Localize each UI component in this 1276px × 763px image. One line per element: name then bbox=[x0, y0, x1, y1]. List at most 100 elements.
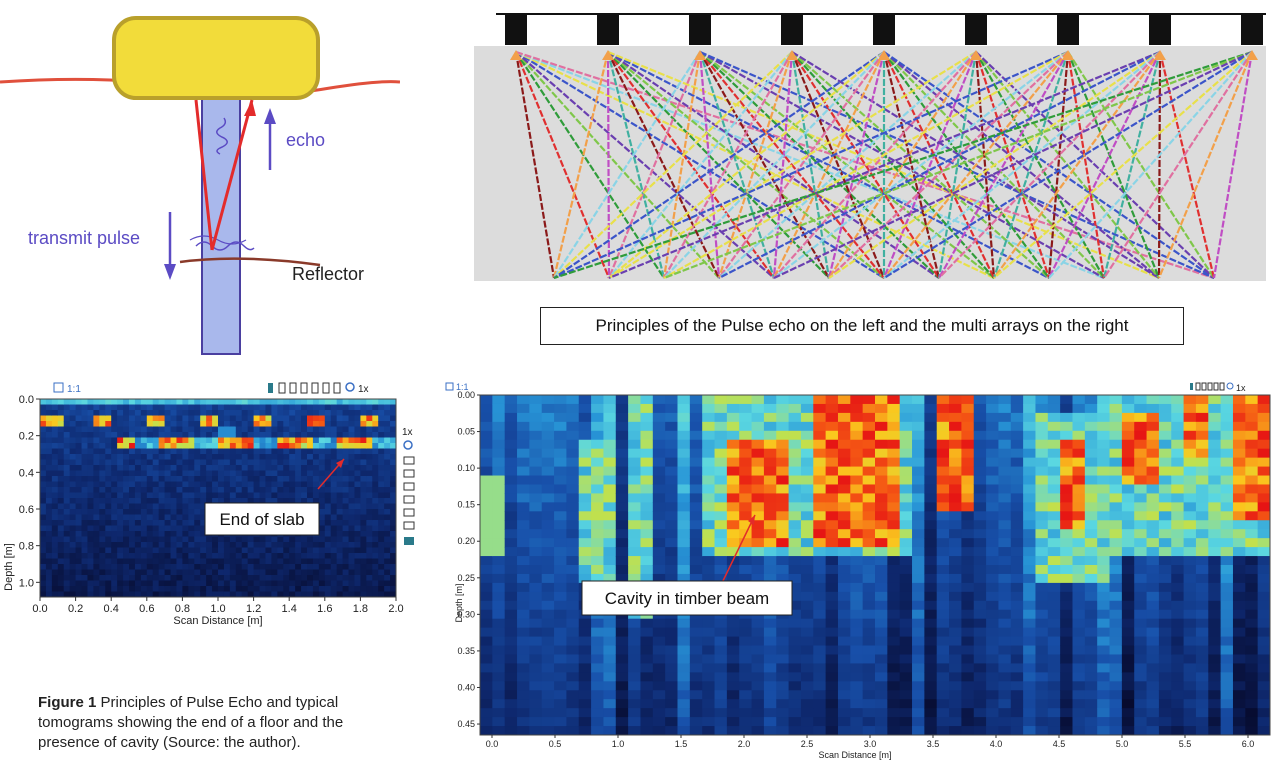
heat-cell bbox=[158, 415, 166, 422]
heat-cell bbox=[1109, 395, 1123, 405]
heat-cell bbox=[480, 502, 493, 512]
heat-cell bbox=[492, 672, 506, 682]
heat-cell bbox=[336, 591, 344, 598]
heat-cell bbox=[164, 454, 172, 460]
heat-cell bbox=[1245, 717, 1259, 727]
heat-cell bbox=[1158, 403, 1172, 414]
heat-cell bbox=[223, 553, 231, 559]
heat-cell bbox=[776, 681, 790, 691]
heat-cell bbox=[1035, 395, 1049, 405]
heat-cell bbox=[702, 403, 716, 414]
heat-cell bbox=[57, 558, 65, 565]
heat-cell bbox=[259, 415, 266, 422]
heat-cell bbox=[1084, 654, 1098, 664]
heat-cell bbox=[289, 481, 296, 488]
heat-cell bbox=[1220, 412, 1234, 423]
heat-cell bbox=[1072, 582, 1086, 593]
heat-cell bbox=[99, 564, 106, 570]
heat-cell bbox=[271, 404, 278, 411]
heat-cell bbox=[277, 415, 284, 422]
heat-cell bbox=[146, 459, 154, 466]
heat-cell bbox=[81, 481, 88, 488]
heat-cell bbox=[182, 426, 189, 433]
heat-cell bbox=[961, 547, 975, 557]
heat-cell bbox=[1183, 609, 1197, 620]
heat-cell bbox=[887, 484, 901, 494]
heat-cell bbox=[1208, 466, 1222, 477]
heat-cell bbox=[837, 708, 851, 718]
heat-cell bbox=[1195, 600, 1209, 611]
heat-cell bbox=[229, 492, 237, 499]
heat-cell bbox=[40, 415, 47, 422]
heat-cell bbox=[93, 470, 100, 477]
heat-cell bbox=[194, 421, 201, 427]
heat-cell bbox=[800, 412, 814, 423]
heat-cell bbox=[318, 470, 326, 477]
heat-cell bbox=[813, 645, 827, 655]
heat-cell bbox=[182, 591, 189, 598]
heat-cell bbox=[615, 538, 629, 548]
heat-cell bbox=[998, 520, 1012, 530]
heat-cell bbox=[924, 663, 938, 673]
heat-cell bbox=[763, 556, 777, 566]
heat-cell bbox=[360, 410, 367, 416]
heat-cell bbox=[318, 564, 326, 570]
heat-cell bbox=[57, 509, 65, 515]
heat-cell bbox=[912, 600, 925, 611]
heat-cell bbox=[99, 476, 106, 482]
heat-cell bbox=[123, 465, 130, 471]
heat-cell bbox=[1010, 654, 1024, 664]
heat-cell bbox=[665, 457, 678, 468]
heat-cell bbox=[1183, 412, 1197, 423]
heat-cell bbox=[615, 439, 629, 450]
heat-cell bbox=[277, 443, 284, 449]
heat-cell bbox=[1208, 627, 1222, 638]
heat-cell bbox=[87, 547, 94, 554]
heat-cell bbox=[366, 421, 373, 427]
heat-cell bbox=[492, 457, 506, 468]
heat-cell bbox=[949, 502, 962, 512]
heat-cell bbox=[1010, 591, 1024, 602]
heat-cell bbox=[218, 404, 225, 411]
heat-cell bbox=[324, 443, 332, 449]
heat-cell bbox=[1084, 475, 1098, 485]
heat-cell bbox=[241, 421, 249, 427]
heat-cell bbox=[1121, 654, 1135, 664]
heat-cell bbox=[330, 454, 338, 460]
heat-cell bbox=[212, 498, 219, 504]
heat-cell bbox=[640, 493, 654, 503]
heat-cell bbox=[176, 421, 183, 427]
heat-cell bbox=[628, 636, 641, 647]
heat-cell bbox=[170, 421, 177, 427]
heat-cell bbox=[652, 654, 666, 664]
heat-cell bbox=[188, 487, 195, 493]
heat-cell bbox=[372, 591, 379, 598]
heat-cell bbox=[170, 410, 177, 416]
heat-cell bbox=[235, 575, 243, 581]
heat-cell bbox=[1109, 672, 1123, 682]
heat-cell bbox=[1183, 538, 1197, 548]
heat-cell bbox=[1257, 484, 1271, 494]
heat-cell bbox=[677, 493, 691, 503]
heat-cell bbox=[652, 529, 666, 539]
heat-cell bbox=[504, 645, 518, 655]
heat-cell bbox=[986, 654, 999, 664]
heat-cell bbox=[1047, 457, 1061, 468]
heat-cell bbox=[739, 493, 753, 503]
heat-cell bbox=[105, 531, 112, 537]
heat-cell bbox=[603, 645, 617, 655]
heat-cell bbox=[247, 448, 255, 455]
heat-cell bbox=[123, 525, 130, 532]
heat-cell bbox=[99, 498, 106, 504]
heat-cell bbox=[307, 591, 314, 598]
heat-cell bbox=[726, 412, 740, 423]
heat-cell bbox=[591, 412, 604, 423]
heat-cell bbox=[973, 439, 987, 450]
heat-cell bbox=[776, 475, 790, 485]
heat-cell bbox=[87, 503, 94, 510]
heat-cell bbox=[235, 459, 243, 466]
heat-cell bbox=[301, 410, 308, 416]
heat-cell bbox=[223, 476, 231, 482]
heat-cell bbox=[1146, 430, 1160, 441]
heat-cell bbox=[517, 627, 530, 638]
